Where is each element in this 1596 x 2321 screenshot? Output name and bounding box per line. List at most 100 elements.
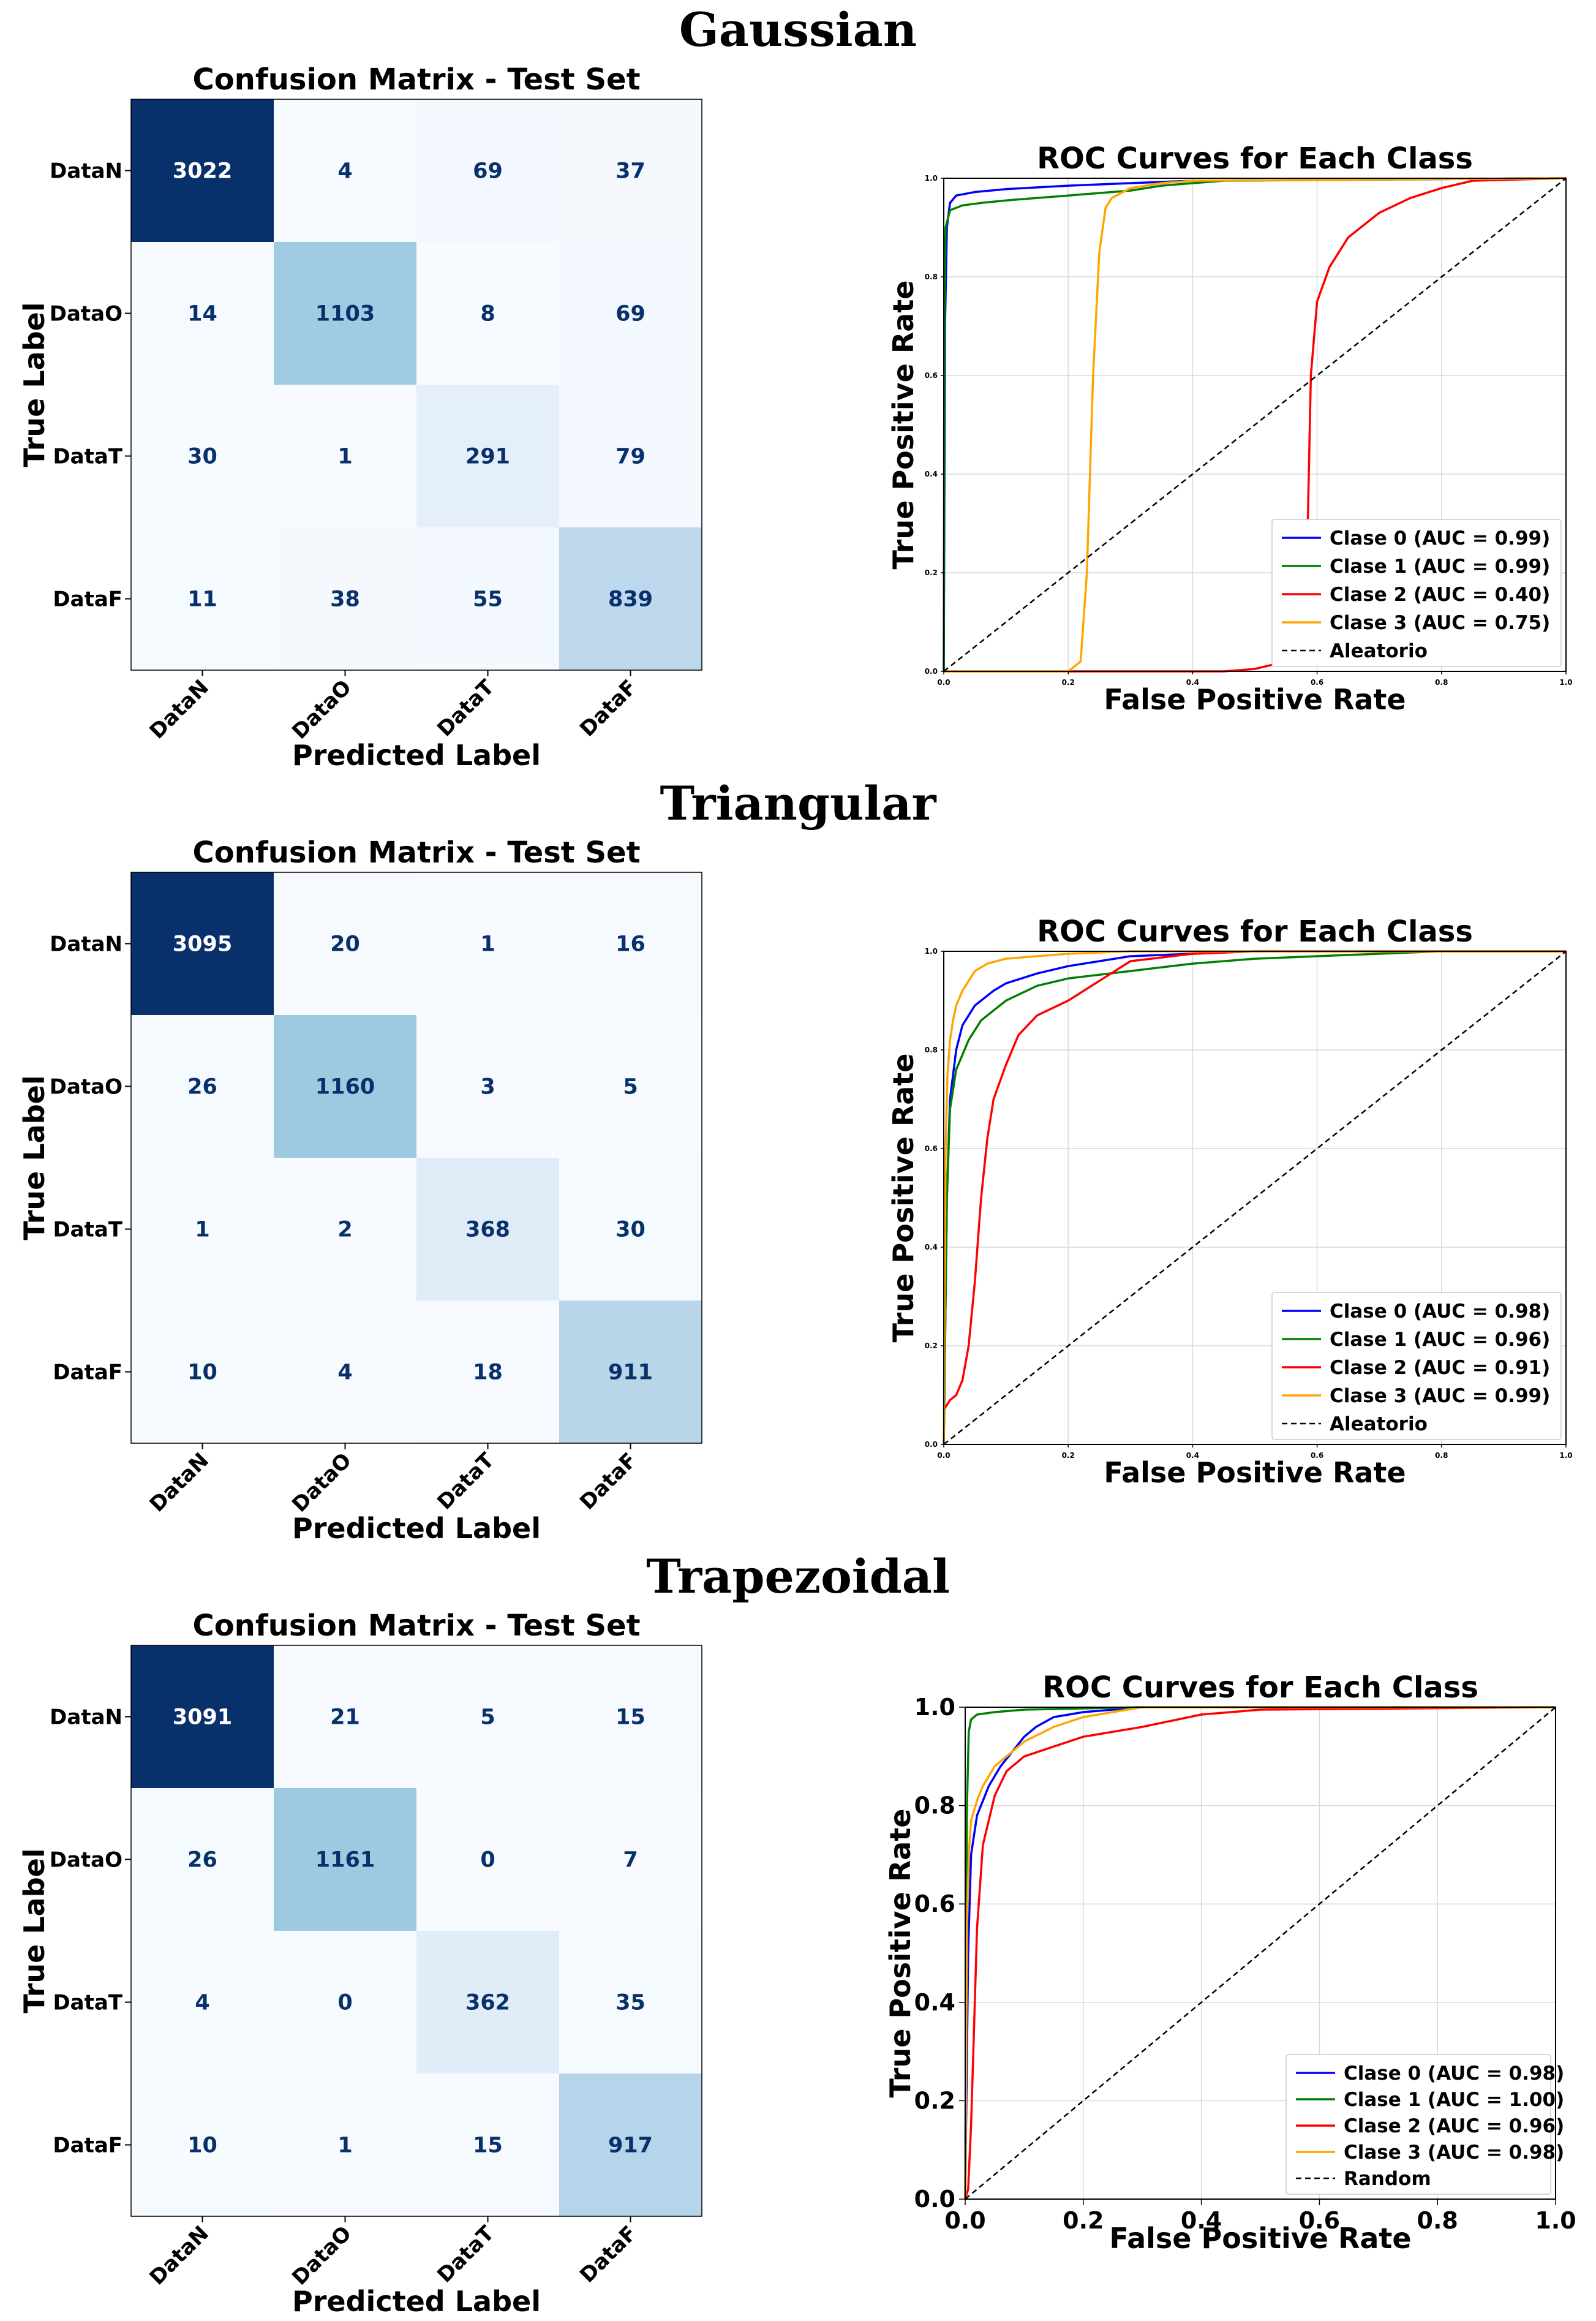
cm-y-axis-label: True Label [18, 1075, 51, 1240]
cm-cell-value: 38 [330, 587, 360, 612]
cm-cell [131, 1645, 274, 1789]
roc-y-tick-label: 0.4 [925, 470, 938, 478]
cm-cell-value: 368 [465, 1218, 510, 1242]
cm-x-tick-label: DataF [575, 675, 642, 742]
cm-cell-value: 16 [615, 932, 646, 957]
cm-cell [131, 99, 274, 243]
roc-y-tick-label: 0.6 [925, 1144, 938, 1153]
roc-title: ROC Curves for Each Class [1037, 142, 1473, 176]
cm-cell-value: 2 [337, 1218, 352, 1242]
cm-cell [559, 1645, 702, 1789]
cm-cell-value: 15 [473, 2134, 503, 2158]
cm-cell-value: 1 [195, 1218, 209, 1242]
roc-y-tick-label: 1.0 [925, 947, 938, 956]
cm-title: Confusion Matrix - Test Set [192, 62, 640, 97]
cm-cell-value: 4 [195, 1991, 209, 2015]
roc-series-line-3 [944, 177, 1567, 673]
roc-y-tick-label: 0.0 [925, 1440, 938, 1449]
cm-x-tick-label: DataF [575, 2221, 642, 2288]
cm-cell [416, 1788, 560, 1931]
cm-x-axis-label: Predicted Label [292, 739, 541, 772]
roc-x-tick-label: 0.0 [937, 1451, 950, 1460]
cm-cell [559, 1931, 702, 2074]
roc-x-axis-label: False Positive Rate [1109, 2222, 1411, 2255]
cm-cell [559, 385, 702, 528]
cm-frame [130, 1645, 702, 2217]
roc-series-line-0 [943, 950, 1566, 1445]
roc-frame [965, 1707, 1556, 2200]
cm-cell-value: 3095 [173, 932, 232, 957]
roc-legend-label: Aleatorio [1330, 1413, 1428, 1435]
cm-cell [416, 527, 560, 671]
cm-y-tick-label: DataT [53, 1218, 122, 1242]
cm-title: Confusion Matrix - Test Set [192, 1609, 640, 1643]
cm-x-tick-label: DataO [287, 1448, 356, 1517]
cm-cell [559, 1015, 702, 1158]
section-title-gaussian: Gaussian [679, 2, 917, 57]
cm-cell-value: 0 [480, 1848, 495, 1873]
cm-cell [274, 385, 417, 528]
cm-cell-value: 30 [615, 1218, 646, 1242]
cm-cell-value: 3091 [173, 1705, 232, 1730]
roc-legend-box [1271, 1292, 1562, 1440]
cm-cell-value: 4 [337, 1361, 352, 1385]
roc-y-tick-label: 0.8 [925, 273, 938, 281]
cm-cell [274, 1015, 417, 1158]
cm-cell [416, 99, 560, 243]
roc-series-line-2 [964, 1706, 1556, 2200]
cm-y-axis-label: True Label [18, 1848, 51, 2013]
cm-cell-value: 55 [473, 587, 503, 612]
roc-x-tick-label: 0.4 [1186, 678, 1199, 687]
cm-cell-value: 7 [623, 1848, 638, 1873]
cm-cell [559, 872, 702, 1016]
cm-cell-value: 291 [465, 445, 510, 469]
cm-cell [274, 1300, 417, 1444]
roc-frame [943, 178, 1567, 672]
cm-cell [131, 2074, 274, 2217]
cm-x-tick-label: DataT [432, 675, 499, 742]
roc-x-tick-label: 0.6 [1311, 678, 1323, 687]
roc-legend-label: Clase 3 (AUC = 0.75) [1330, 612, 1550, 634]
roc-legend-label: Clase 1 (AUC = 0.96) [1330, 1329, 1550, 1351]
cm-cell [416, 1015, 560, 1158]
cm-cell-value: 69 [473, 159, 503, 184]
roc-y-tick-label: 0.2 [914, 2087, 955, 2114]
cm-cell-value: 1 [337, 2134, 352, 2158]
cm-cell [131, 1015, 274, 1158]
roc-x-tick-label: 0.8 [1417, 2207, 1458, 2234]
cm-cell [416, 242, 560, 385]
roc-y-tick-label: 0.0 [925, 667, 938, 676]
roc-series-line-4 [943, 951, 1567, 1445]
cm-cell-value: 8 [480, 302, 495, 326]
roc-series-line-1 [943, 177, 1567, 672]
roc-y-tick-label: 0.4 [925, 1243, 938, 1251]
cm-cell-value: 917 [608, 2134, 653, 2158]
roc-legend-label: Clase 3 (AUC = 0.98) [1344, 2142, 1564, 2164]
cm-cell-value: 1160 [315, 1075, 375, 1100]
section-title-triangular: Triangular [660, 776, 937, 831]
cm-cell [274, 1645, 417, 1789]
cm-y-tick-label: DataN [50, 159, 122, 184]
roc-legend-label: Random [1344, 2168, 1431, 2190]
cm-x-tick-label: DataF [575, 1448, 642, 1515]
roc-series-line-1 [964, 1706, 1556, 2200]
cm-cell [416, 1300, 560, 1444]
roc-series-line-1 [943, 950, 1566, 1445]
roc-y-axis-label: True Positive Rate [887, 1053, 920, 1342]
cm-x-tick-label: DataO [287, 675, 356, 744]
cm-y-tick-label: DataO [50, 1075, 122, 1100]
cm-cell [416, 2074, 560, 2217]
cm-cell [559, 2074, 702, 2217]
cm-x-tick-label: DataN [145, 1448, 214, 1517]
cm-cell [131, 527, 274, 671]
roc-legend-label: Clase 1 (AUC = 0.99) [1330, 556, 1550, 578]
roc-x-axis-label: False Positive Rate [1104, 683, 1406, 716]
cm-cell-value: 10 [187, 1361, 217, 1385]
cm-x-tick-label: DataN [145, 2221, 214, 2290]
cm-y-tick-label: DataN [50, 1705, 122, 1730]
cm-cell [559, 1300, 702, 1444]
